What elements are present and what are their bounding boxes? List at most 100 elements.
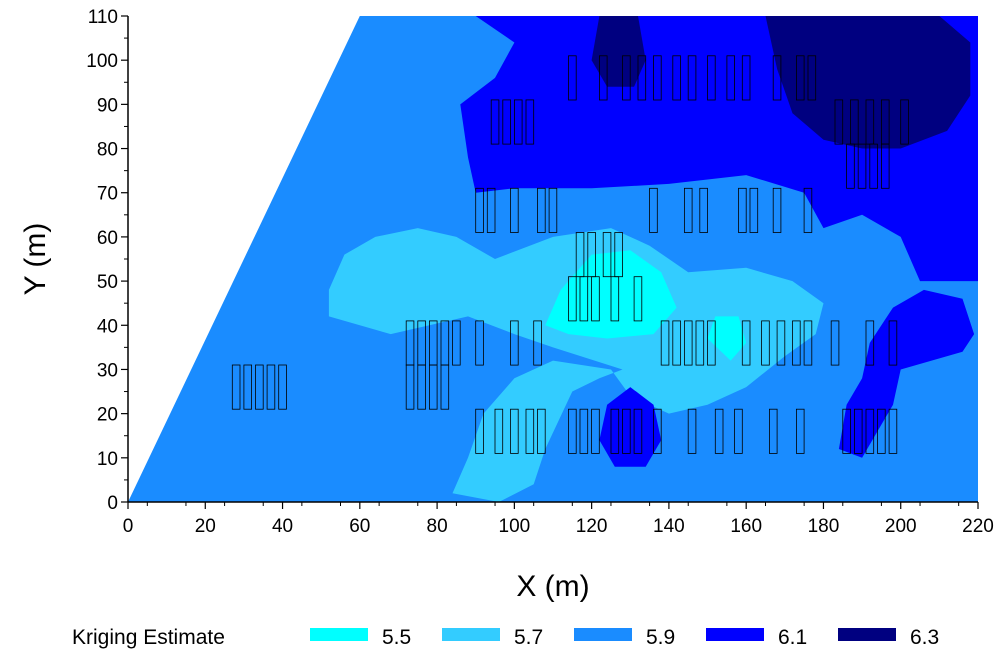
sample-block	[699, 187, 708, 233]
x-tick-label: 80	[427, 516, 448, 537]
sample-block	[405, 320, 415, 366]
sample-block	[687, 55, 697, 101]
sample-block	[266, 364, 276, 410]
sample-block	[881, 99, 890, 145]
sample-block	[807, 55, 817, 101]
y-tick-label: 110	[88, 7, 118, 28]
y-tick-label: 70	[97, 184, 118, 205]
x-tick-label: 120	[576, 516, 608, 537]
sample-block	[707, 320, 716, 366]
sample-block	[568, 55, 577, 101]
sample-block	[610, 408, 620, 454]
x-tick-label: 140	[653, 516, 685, 537]
legend-swatch-5.7	[442, 628, 500, 641]
sample-block	[726, 55, 736, 101]
sample-block	[525, 408, 535, 454]
sample-block	[653, 55, 662, 101]
x-tick-label: 160	[730, 516, 762, 537]
sample-block	[537, 408, 546, 454]
y-tick-label: 40	[97, 316, 118, 337]
legend-label-6.3: 6.3	[910, 626, 939, 649]
sample-block	[741, 320, 751, 366]
legend: Kriging Estimate 5.5 5.7 5.9 6.1 6.3	[72, 626, 939, 649]
x-tick-label: 20	[195, 516, 216, 537]
sample-block	[622, 55, 631, 101]
sample-block	[614, 232, 623, 278]
sample-block	[749, 187, 759, 233]
legend-swatch-6.3	[838, 628, 896, 641]
sample-block	[834, 99, 844, 145]
sample-block	[888, 320, 898, 366]
sample-block	[734, 408, 743, 454]
sample-block	[514, 99, 523, 145]
sample-block	[684, 187, 693, 233]
sample-block	[649, 187, 658, 233]
sample-block	[707, 55, 716, 101]
sample-block	[575, 232, 585, 278]
sample-block	[660, 320, 670, 366]
legend-swatch-5.9	[574, 628, 632, 641]
sample-block	[510, 408, 519, 454]
y-tick-label: 90	[97, 95, 118, 116]
zone-6.3-1	[765, 16, 971, 149]
y-tick-label: 50	[97, 272, 118, 293]
sample-block	[591, 408, 600, 454]
y-tick-label: 20	[97, 405, 118, 426]
x-tick-label: 60	[349, 516, 370, 537]
sample-block	[525, 99, 535, 145]
sample-block	[772, 187, 782, 233]
sample-block	[796, 55, 805, 101]
x-tick-label: 200	[885, 516, 917, 537]
sample-block	[888, 408, 898, 454]
sample-block	[417, 320, 426, 366]
sample-block	[687, 408, 697, 454]
y-tick-label: 0	[107, 493, 118, 514]
sample-block	[803, 320, 813, 366]
x-tick-label: 220	[962, 516, 994, 537]
sample-block	[865, 408, 875, 454]
sample-block	[475, 187, 484, 233]
sample-block	[579, 408, 589, 454]
sample-block	[548, 187, 558, 233]
sample-block	[803, 187, 813, 233]
sample-block	[568, 276, 577, 322]
y-tick-label: 30	[97, 360, 118, 381]
sample-block	[865, 99, 875, 145]
y-tick-label: 10	[97, 449, 118, 470]
sample-block	[684, 320, 693, 366]
sample-block	[537, 187, 546, 233]
y-axis-title: Y (m)	[19, 223, 52, 296]
sample-block	[842, 408, 851, 454]
x-tick-label: 40	[272, 516, 293, 537]
sample-block	[792, 320, 801, 366]
y-tick-label: 80	[97, 140, 118, 161]
sample-blocks	[231, 55, 909, 454]
sample-block	[255, 364, 264, 410]
sample-block	[772, 55, 782, 101]
legend-label-5.9: 5.9	[646, 626, 675, 649]
axes: 0 20 40 60 80 100 120 140 160 180 200 220 0 10 20 30 40 5…	[86, 7, 994, 537]
sample-block	[278, 364, 287, 410]
sample-block	[672, 320, 681, 366]
legend-swatch-6.1	[706, 628, 764, 641]
x-axis-title: X (m)	[516, 570, 589, 603]
sample-block	[850, 99, 859, 145]
zone-6.3-2	[591, 16, 646, 87]
x-tick-label: 100	[499, 516, 531, 537]
sample-block	[475, 408, 484, 454]
sample-block	[440, 320, 450, 366]
legend-label-6.1: 6.1	[778, 626, 807, 649]
sample-block	[510, 187, 519, 233]
legend-label-5.5: 5.5	[382, 626, 411, 649]
sample-block	[714, 408, 724, 454]
sample-block	[510, 320, 519, 366]
sample-block	[769, 408, 778, 454]
legend-swatch-5.5	[310, 628, 368, 641]
sample-block	[452, 320, 461, 366]
x-tick-label: 0	[123, 516, 134, 537]
sample-block	[653, 408, 662, 454]
sample-block	[633, 276, 643, 322]
sample-block	[857, 143, 867, 189]
sample-block	[637, 55, 647, 101]
sample-block	[796, 408, 805, 454]
